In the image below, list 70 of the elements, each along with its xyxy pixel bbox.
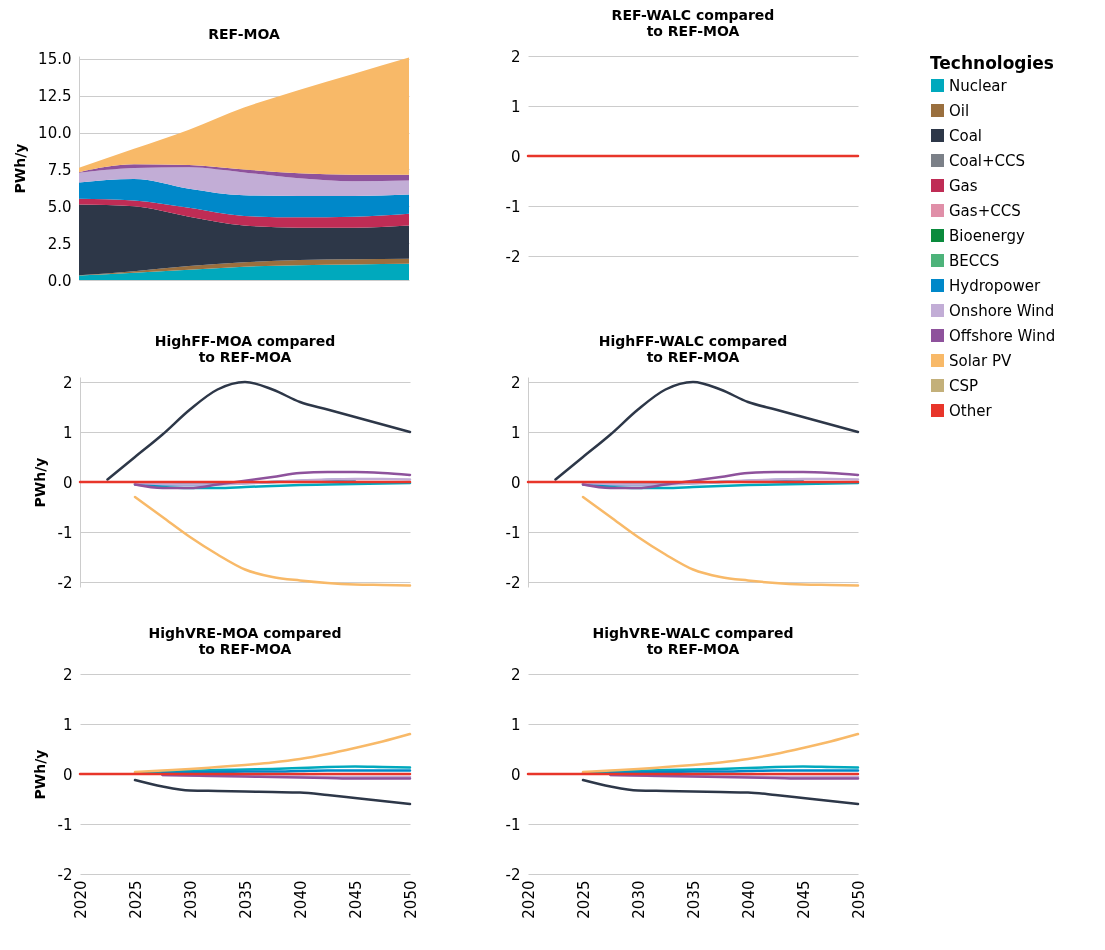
y-tick-label: 2 (510, 665, 521, 684)
y-tick-label: 2 (510, 47, 521, 66)
legend-label: Gas+CCS (949, 201, 1021, 220)
x-tick-label: 2040 (291, 880, 310, 919)
x-tick-label: 2030 (181, 880, 200, 919)
y-tick-label: -1 (57, 815, 73, 834)
y-tick-label: -2 (505, 573, 521, 592)
chart-title: HighFF-MOA compared to REF-MOA (154, 333, 336, 365)
x-tick-label: 2035 (236, 880, 255, 919)
x-tick-label: 2025 (574, 880, 593, 919)
legend-label: Other (949, 401, 993, 420)
y-axis-title: PWh/y (12, 143, 29, 194)
legend-label: Solar PV (949, 351, 1013, 370)
chart-title: HighFF-WALC compared to REF-MOA (598, 333, 788, 365)
y-tick-label: 2 (62, 373, 73, 392)
legend-label: Oil (949, 101, 970, 120)
chart-title: HighVRE-WALC compared to REF-MOA (592, 625, 794, 657)
y-axis-title: PWh/y (31, 457, 48, 508)
y-tick-label: 1 (510, 423, 521, 442)
x-tick-label: 2045 (346, 880, 365, 919)
y-tick-label: 1 (62, 423, 73, 442)
legend-label: Bioenergy (949, 226, 1026, 245)
legend-label: BECCS (949, 251, 1000, 270)
legend-label: Offshore Wind (949, 326, 1056, 345)
x-tick-label: 2040 (739, 880, 758, 919)
y-tick-label: 0 (510, 473, 521, 492)
y-tick-label: 1 (510, 715, 521, 734)
y-tick-label: 15.0 (38, 50, 72, 69)
y-tick-label: 1 (510, 97, 521, 116)
legend-label: Nuclear (949, 76, 1008, 95)
y-tick-label: 10.0 (38, 124, 72, 143)
x-tick-label: 2030 (629, 880, 648, 919)
y-tick-label: 5.0 (47, 197, 72, 216)
legend-label: CSP (949, 376, 979, 395)
y-tick-label: 0 (62, 473, 73, 492)
y-tick-label: 0 (510, 765, 521, 784)
y-tick-label: 2 (510, 373, 521, 392)
y-tick-label: -1 (505, 197, 521, 216)
y-tick-label: 12.5 (38, 87, 72, 106)
y-tick-label: 0 (510, 147, 521, 166)
x-tick-label: 2050 (401, 880, 420, 919)
y-tick-label: -1 (57, 523, 73, 542)
x-tick-label: 2020 (71, 880, 90, 919)
y-tick-label: -2 (57, 573, 73, 592)
legend-label: Hydropower (949, 276, 1041, 295)
y-tick-label: -1 (505, 523, 521, 542)
y-tick-label: 2.5 (47, 234, 72, 253)
legend-label: Coal+CCS (949, 151, 1026, 170)
legend-label: Onshore Wind (949, 301, 1055, 320)
y-tick-label: -1 (505, 815, 521, 834)
y-tick-label: 0.0 (47, 271, 72, 290)
x-tick-label: 2045 (794, 880, 813, 919)
x-tick-label: 2050 (849, 880, 868, 919)
y-axis-title: PWh/y (31, 749, 48, 800)
legend-label: Coal (949, 126, 983, 145)
legend-title: Technologies (930, 53, 1054, 73)
x-tick-label: 2035 (684, 880, 703, 919)
y-tick-label: -2 (57, 865, 73, 884)
chart-title: HighVRE-MOA compared to REF-MOA (148, 625, 342, 657)
y-tick-label: 7.5 (47, 160, 72, 179)
legend-label: Gas (949, 176, 978, 195)
y-tick-label: -2 (505, 247, 521, 266)
y-tick-label: 0 (62, 765, 73, 784)
y-tick-label: 1 (62, 715, 73, 734)
y-tick-label: 2 (62, 665, 73, 684)
chart-title: REF-MOA (208, 25, 280, 42)
x-tick-label: 2020 (519, 880, 538, 919)
chart-title: REF-WALC compared to REF-MOA (611, 7, 775, 39)
x-tick-label: 2025 (126, 880, 145, 919)
y-tick-label: -2 (505, 865, 521, 884)
